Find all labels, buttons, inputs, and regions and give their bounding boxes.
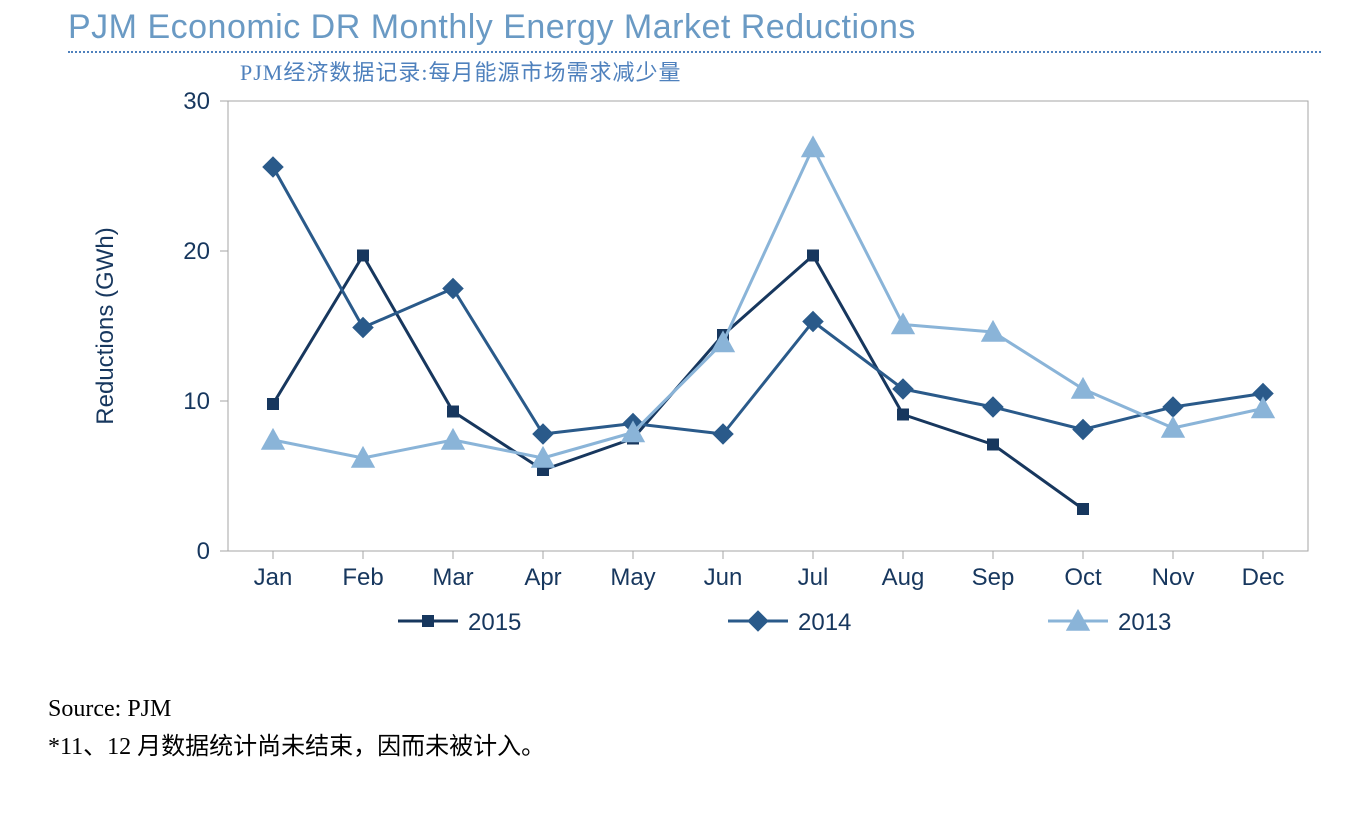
footnote-line: *11、12 月数据统计尚未结束，因而未被计入。 [48, 728, 1321, 766]
legend-item-2015: 2015 [398, 609, 521, 636]
legend-label: 2014 [798, 609, 851, 636]
x-tick-label: Jul [798, 564, 829, 591]
x-tick-label: May [610, 564, 655, 591]
x-tick-label: Jun [704, 564, 743, 591]
chart-title: PJM Economic DR Monthly Energy Market Re… [68, 8, 1321, 47]
x-tick-label: Feb [342, 564, 383, 591]
title-divider [68, 51, 1321, 53]
y-tick-label: 10 [183, 388, 210, 415]
legend-item-2013: 2013 [1048, 609, 1171, 636]
legend-label: 2013 [1118, 609, 1171, 636]
chart-container: Reductions (GWh) 0 10 20 30 Jan Feb Mar Apr May Ju… [68, 61, 1321, 676]
x-tick-label: Jan [254, 564, 293, 591]
x-tick-label: Oct [1064, 564, 1102, 591]
x-tick-label: Aug [882, 564, 925, 591]
x-tick-label: Nov [1152, 564, 1195, 591]
y-tick-label: 30 [183, 88, 210, 115]
x-tick-label: Sep [972, 564, 1015, 591]
page: PJM Economic DR Monthly Energy Market Re… [0, 0, 1361, 816]
x-tick-label: Apr [524, 564, 561, 591]
x-tick-label: Dec [1242, 564, 1285, 591]
legend-label: 2015 [468, 609, 521, 636]
y-axis-label: Reductions (GWh) [92, 227, 119, 424]
line-chart: Reductions (GWh) 0 10 20 30 Jan Feb Mar Apr May Ju… [68, 61, 1328, 671]
legend-item-2014: 2014 [728, 609, 851, 636]
source-line: Source: PJM [48, 690, 1321, 728]
y-tick-label: 20 [183, 238, 210, 265]
x-tick-label: Mar [432, 564, 473, 591]
footnotes: Source: PJM *11、12 月数据统计尚未结束，因而未被计入。 [48, 690, 1321, 767]
y-tick-label: 0 [197, 538, 210, 565]
